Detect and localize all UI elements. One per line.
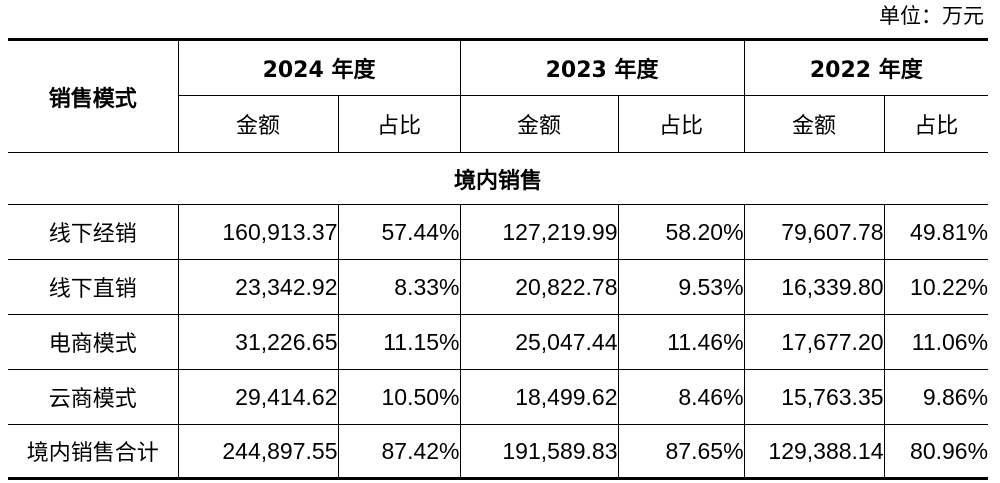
cell-ratio-2024: 11.15% bbox=[337, 314, 461, 370]
cell-amount-2024: 29,414.62 bbox=[177, 369, 339, 425]
header-ratio-2024: 占比 bbox=[337, 95, 461, 153]
header-sales-mode: 销售模式 bbox=[8, 39, 179, 153]
header-row-metrics: 金额 占比 金额 占比 金额 占比 bbox=[8, 95, 989, 153]
table-row: 云商模式 29,414.62 10.50% 18,499.62 8.46% 15… bbox=[8, 369, 989, 425]
header-amount-2024: 金额 bbox=[178, 95, 339, 153]
cell-ratio-2024: 57.44% bbox=[337, 204, 461, 260]
cell-ratio-2023: 9.53% bbox=[617, 259, 745, 315]
cell-amount-2023: 25,047.44 bbox=[459, 314, 619, 370]
total-amount-2023: 191,589.83 bbox=[459, 424, 619, 479]
cell-ratio-2022: 9.86% bbox=[883, 369, 989, 425]
cell-ratio-2022: 11.06% bbox=[883, 314, 989, 370]
cell-ratio-2023: 8.46% bbox=[617, 369, 745, 425]
sales-mode-table: 销售模式 2024 年度 2023 年度 2022 年度 金额 占比 金额 占比… bbox=[8, 38, 989, 480]
cell-amount-2024: 160,913.37 bbox=[177, 204, 339, 260]
cell-amount-2022: 16,339.80 bbox=[743, 259, 885, 315]
table-row: 电商模式 31,226.65 11.15% 25,047.44 11.46% 1… bbox=[8, 314, 989, 370]
header-amount-2023: 金额 bbox=[459, 95, 619, 153]
cell-amount-2023: 18,499.62 bbox=[459, 369, 619, 425]
cell-amount-2022: 17,677.20 bbox=[743, 314, 885, 370]
cell-amount-2023: 20,822.78 bbox=[459, 259, 619, 315]
total-amount-2024: 244,897.55 bbox=[177, 424, 339, 479]
total-row: 境内销售合计 244,897.55 87.42% 191,589.83 87.6… bbox=[8, 424, 989, 479]
cell-amount-2022: 79,607.78 bbox=[743, 204, 885, 260]
cell-ratio-2024: 8.33% bbox=[337, 259, 461, 315]
total-ratio-2022: 80.96% bbox=[883, 424, 989, 479]
row-label: 线下直销 bbox=[8, 259, 179, 315]
cell-ratio-2023: 58.20% bbox=[617, 204, 745, 260]
row-label: 线下经销 bbox=[8, 204, 179, 260]
header-ratio-2022: 占比 bbox=[883, 95, 989, 153]
header-ratio-2023: 占比 bbox=[617, 95, 745, 153]
row-label: 云商模式 bbox=[8, 369, 179, 425]
cell-ratio-2022: 49.81% bbox=[883, 204, 989, 260]
section-title: 境内销售 bbox=[8, 152, 989, 205]
cell-amount-2022: 15,763.35 bbox=[743, 369, 885, 425]
total-label: 境内销售合计 bbox=[8, 424, 179, 479]
header-row-years: 销售模式 2024 年度 2023 年度 2022 年度 bbox=[8, 39, 989, 153]
cell-ratio-2024: 10.50% bbox=[337, 369, 461, 425]
header-year-2023: 2023 年度 bbox=[459, 39, 745, 96]
table-row: 线下直销 23,342.92 8.33% 20,822.78 9.53% 16,… bbox=[8, 259, 989, 315]
header-year-2024: 2024 年度 bbox=[177, 39, 461, 96]
section-row: 境内销售 bbox=[8, 152, 989, 205]
header-amount-2022: 金额 bbox=[743, 95, 885, 153]
cell-amount-2023: 127,219.99 bbox=[459, 204, 619, 260]
unit-label: 单位：万元 bbox=[879, 4, 984, 28]
total-amount-2022: 129,388.14 bbox=[743, 424, 885, 479]
cell-ratio-2023: 11.46% bbox=[617, 314, 745, 370]
cell-ratio-2022: 10.22% bbox=[883, 259, 989, 315]
total-ratio-2023: 87.65% bbox=[617, 424, 745, 479]
header-year-2022: 2022 年度 bbox=[743, 39, 989, 96]
cell-amount-2024: 31,226.65 bbox=[177, 314, 339, 370]
total-ratio-2024: 87.42% bbox=[337, 424, 461, 479]
cell-amount-2024: 23,342.92 bbox=[177, 259, 339, 315]
table-row: 线下经销 160,913.37 57.44% 127,219.99 58.20%… bbox=[8, 204, 989, 260]
row-label: 电商模式 bbox=[8, 314, 179, 370]
